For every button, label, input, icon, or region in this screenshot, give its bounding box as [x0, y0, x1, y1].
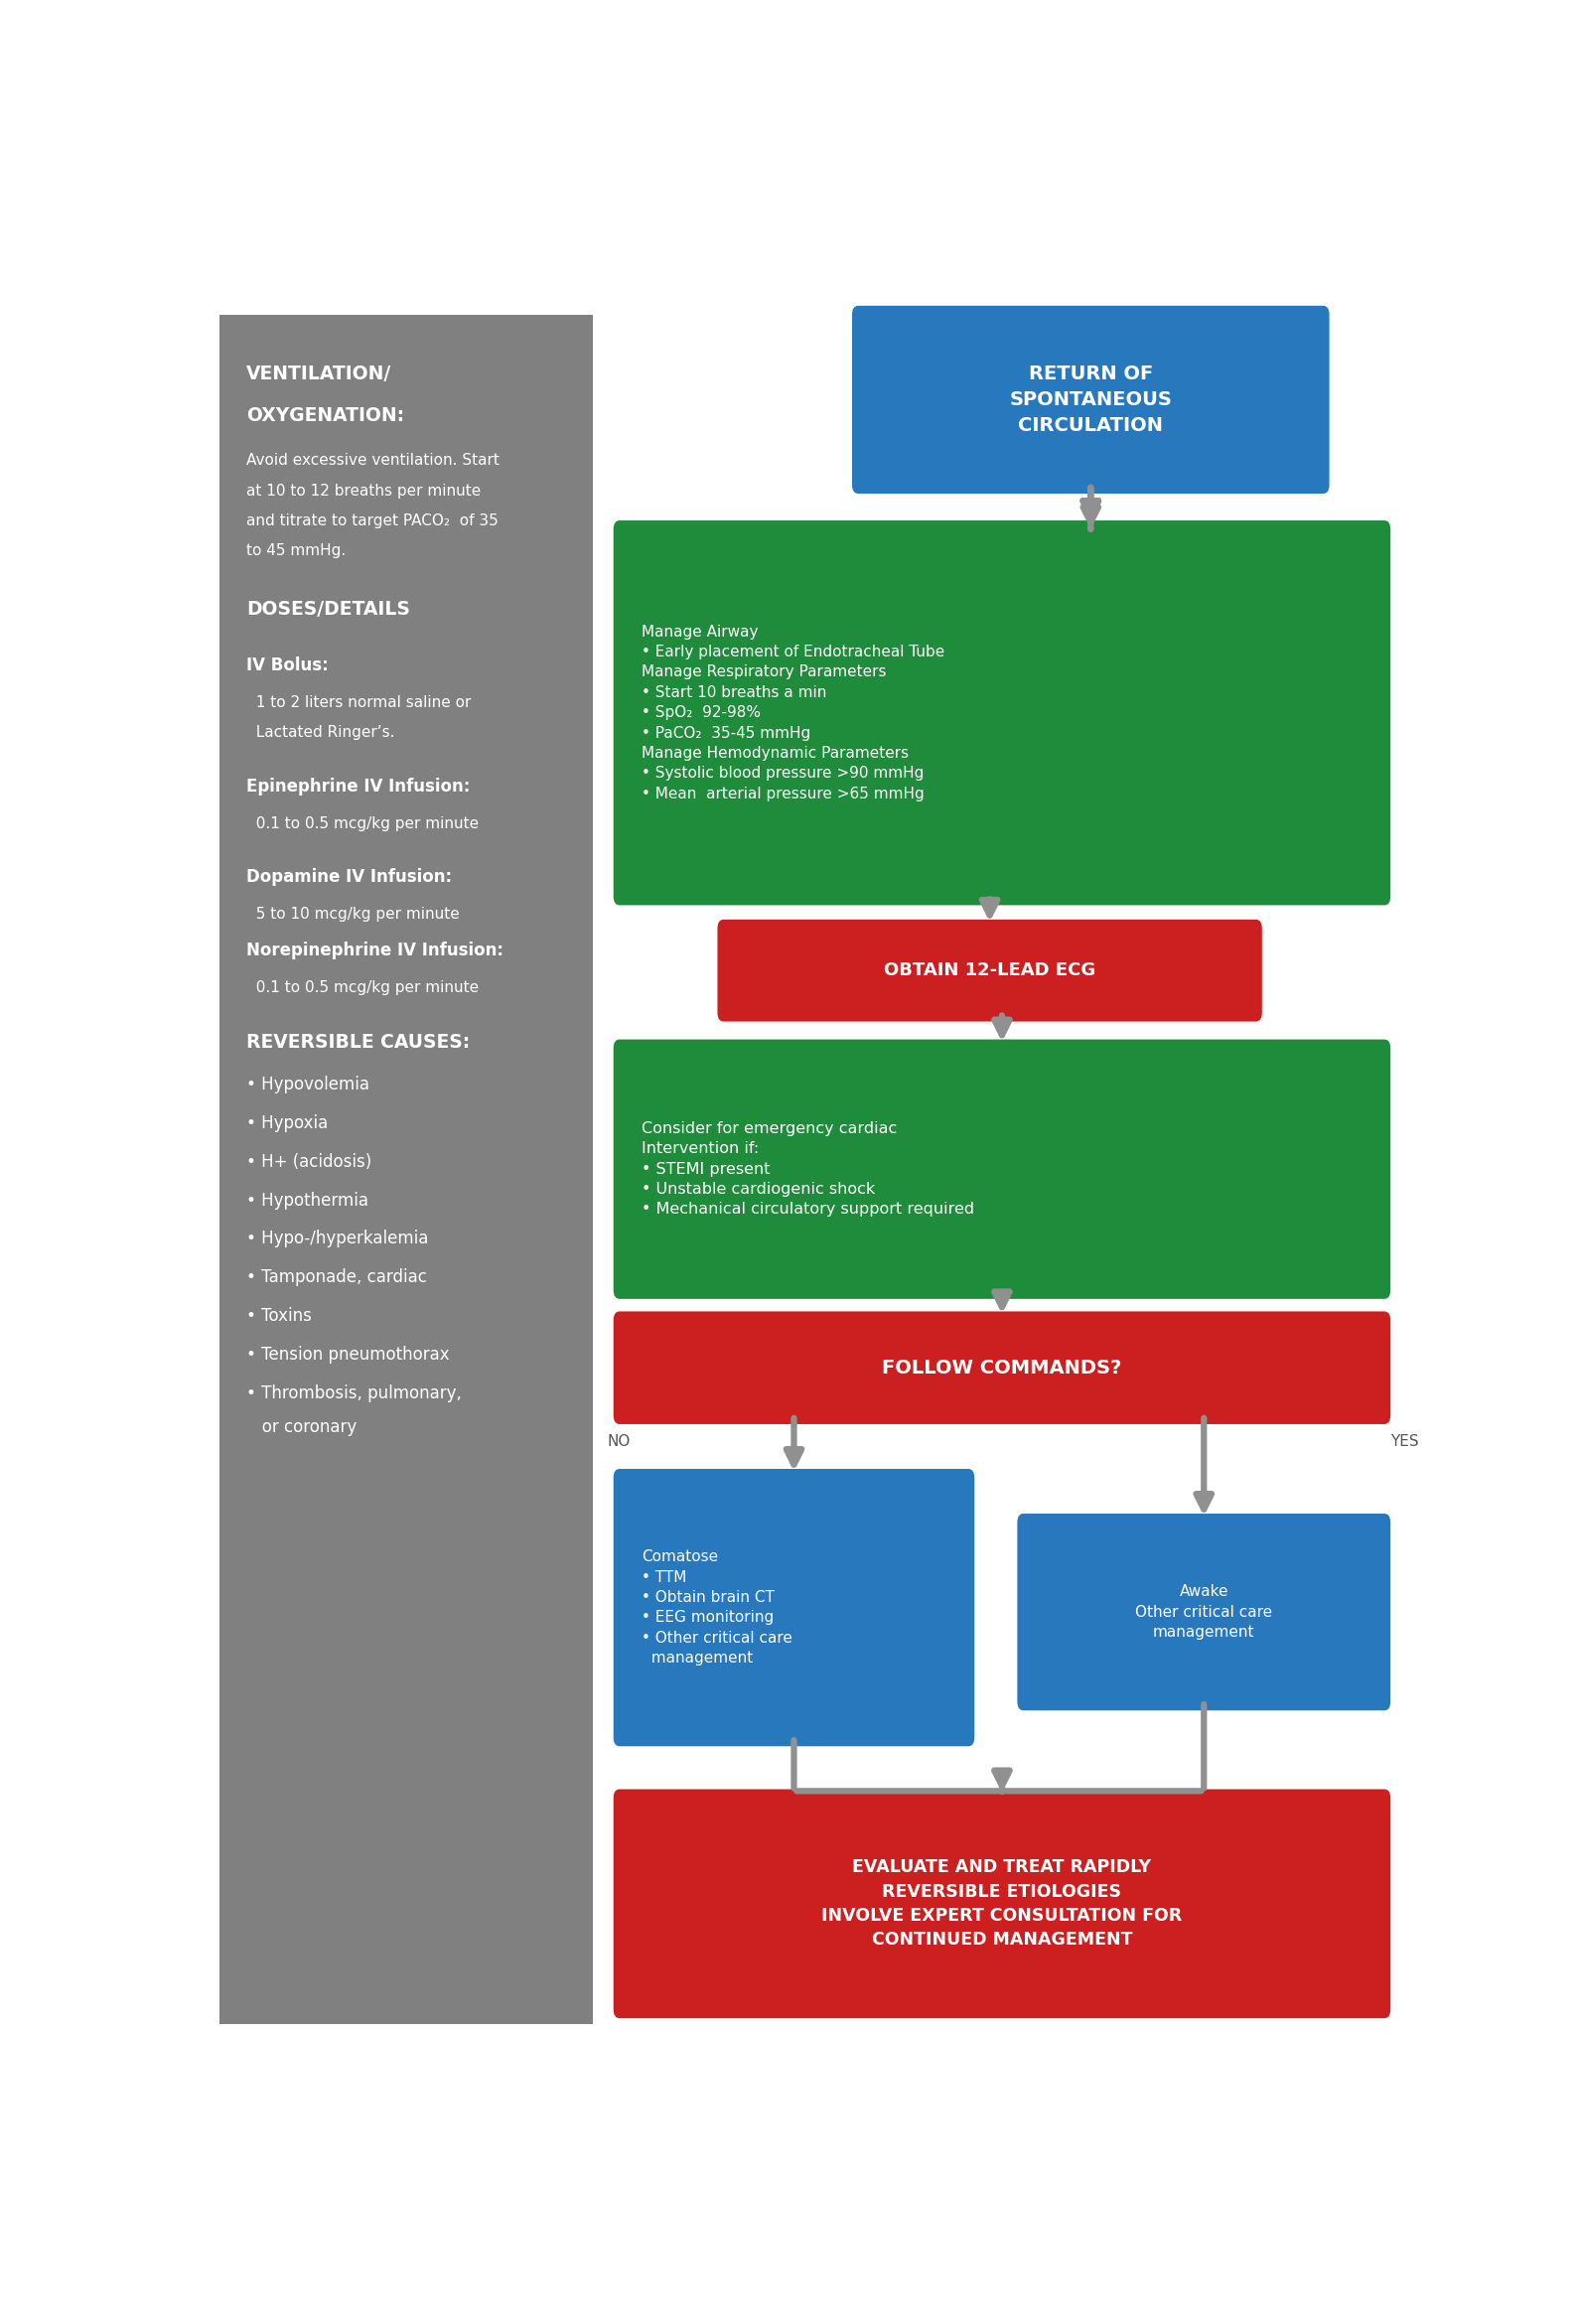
Text: Norepinephrine IV Infusion:: Norepinephrine IV Infusion:	[246, 941, 504, 960]
Text: RETURN OF
SPONTANEOUS
CIRCULATION: RETURN OF SPONTANEOUS CIRCULATION	[1009, 365, 1172, 435]
Text: • Tamponade, cardiac: • Tamponade, cardiac	[246, 1269, 426, 1287]
Text: Manage Airway
• Early placement of Endotracheal Tube
Manage Respiratory Paramete: Manage Airway • Early placement of Endot…	[641, 625, 944, 802]
FancyBboxPatch shape	[613, 1789, 1391, 2017]
Text: • Hypo-/hyperkalemia: • Hypo-/hyperkalemia	[246, 1229, 428, 1248]
Text: or coronary: or coronary	[246, 1418, 357, 1436]
FancyBboxPatch shape	[219, 314, 592, 2024]
FancyBboxPatch shape	[717, 920, 1262, 1023]
Text: • Thrombosis, pulmonary,: • Thrombosis, pulmonary,	[246, 1385, 461, 1401]
FancyBboxPatch shape	[613, 521, 1391, 906]
Text: EVALUATE AND TREAT RAPIDLY
REVERSIBLE ETIOLOGIES
INVOLVE EXPERT CONSULTATION FOR: EVALUATE AND TREAT RAPIDLY REVERSIBLE ET…	[821, 1859, 1183, 1950]
FancyBboxPatch shape	[1017, 1513, 1391, 1710]
Text: Comatose
• TTM
• Obtain brain CT
• EEG monitoring
• Other critical care
  manage: Comatose • TTM • Obtain brain CT • EEG m…	[641, 1550, 793, 1666]
Text: VENTILATION/: VENTILATION/	[246, 365, 392, 383]
Text: FOLLOW COMMANDS?: FOLLOW COMMANDS?	[883, 1357, 1121, 1378]
Text: • Toxins: • Toxins	[246, 1308, 311, 1325]
Text: 0.1 to 0.5 mcg/kg per minute: 0.1 to 0.5 mcg/kg per minute	[246, 816, 478, 832]
Text: YES: YES	[1391, 1434, 1420, 1450]
Text: Avoid excessive ventilation. Start: Avoid excessive ventilation. Start	[246, 453, 499, 467]
Text: REVERSIBLE CAUSES:: REVERSIBLE CAUSES:	[246, 1032, 471, 1050]
Text: to 45 mmHg.: to 45 mmHg.	[246, 544, 346, 558]
Text: and titrate to target PACO₂  of 35: and titrate to target PACO₂ of 35	[246, 514, 499, 528]
FancyBboxPatch shape	[853, 307, 1330, 493]
FancyBboxPatch shape	[613, 1039, 1391, 1299]
Text: NO: NO	[608, 1434, 630, 1450]
Text: 5 to 10 mcg/kg per minute: 5 to 10 mcg/kg per minute	[246, 906, 459, 923]
Text: 0.1 to 0.5 mcg/kg per minute: 0.1 to 0.5 mcg/kg per minute	[246, 981, 478, 995]
Text: OXYGENATION:: OXYGENATION:	[246, 407, 404, 425]
Text: • Tension pneumothorax: • Tension pneumothorax	[246, 1346, 450, 1364]
Text: • Hypovolemia: • Hypovolemia	[246, 1076, 369, 1092]
Text: Epinephrine IV Infusion:: Epinephrine IV Infusion:	[246, 779, 471, 795]
FancyBboxPatch shape	[613, 1469, 974, 1745]
FancyBboxPatch shape	[613, 1311, 1391, 1425]
Text: Lactated Ringer’s.: Lactated Ringer’s.	[246, 725, 395, 741]
Text: Awake
Other critical care
management: Awake Other critical care management	[1135, 1585, 1273, 1641]
Text: DOSES/DETAILS: DOSES/DETAILS	[246, 600, 411, 618]
Text: Dopamine IV Infusion:: Dopamine IV Infusion:	[246, 869, 452, 885]
Text: 1 to 2 liters normal saline or: 1 to 2 liters normal saline or	[246, 695, 471, 711]
Text: • H+ (acidosis): • H+ (acidosis)	[246, 1153, 371, 1171]
Text: Consider for emergency cardiac
Intervention if:
• STEMI present
• Unstable cardi: Consider for emergency cardiac Intervent…	[641, 1120, 974, 1218]
Text: at 10 to 12 breaths per minute: at 10 to 12 breaths per minute	[246, 483, 482, 497]
Text: • Hypoxia: • Hypoxia	[246, 1113, 328, 1132]
Text: IV Bolus:: IV Bolus:	[246, 658, 328, 674]
Text: OBTAIN 12-LEAD ECG: OBTAIN 12-LEAD ECG	[884, 962, 1096, 978]
Text: • Hypothermia: • Hypothermia	[246, 1192, 368, 1208]
